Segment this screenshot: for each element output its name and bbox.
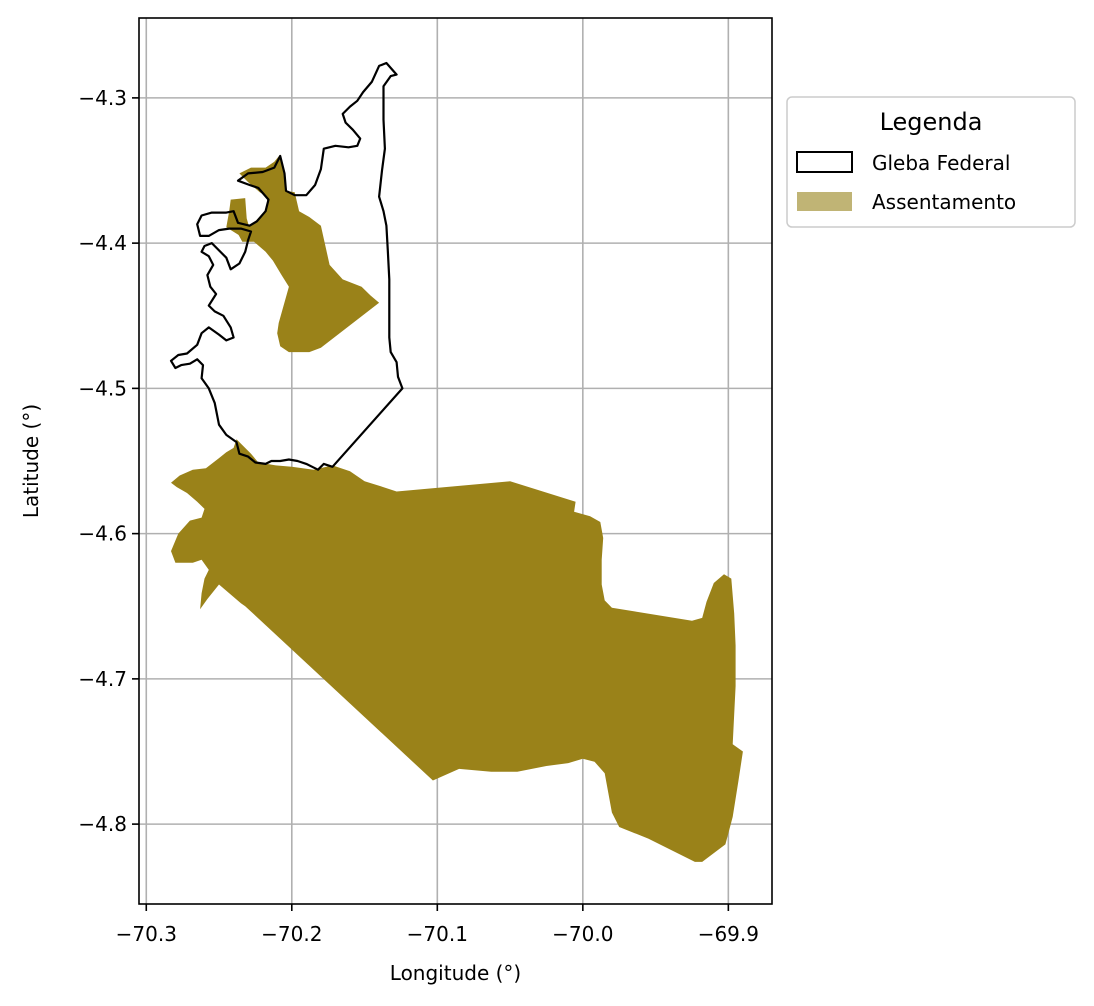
x-tick-label: −70.1 [407,922,468,946]
gleba-federal-polygon-1 [169,61,404,471]
axis-ticks: −70.3 −70.2 −70.1 −70.0 −69.9 −4.3 −4.4 −4.5 −4.… [78,86,759,946]
legend-title: Legenda [880,108,983,136]
legend: Legenda Gleba Federal Assentamento [786,96,1076,228]
legend-label-gleba-federal: Gleba Federal [872,151,1010,175]
y-tick-label: −4.3 [78,86,127,110]
plot-frame [138,17,773,905]
y-tick-label: −4.6 [78,522,127,546]
legend-swatch-assentamento [797,192,852,211]
assentamento-polygon-3 [171,439,743,862]
y-tick-label: −4.7 [78,667,127,691]
assentamento-polygon-2 [233,154,380,353]
y-tick-label: −4.8 [78,812,127,836]
y-tick-label: −4.4 [78,231,127,255]
legend-label-assentamento: Assentamento [872,190,1016,214]
y-tick-label: −4.5 [78,376,127,400]
x-tick-label: −69.9 [698,922,759,946]
x-tick-label: −70.0 [552,922,613,946]
legend-swatch-gleba-federal [796,151,853,173]
map-polygons [169,61,743,862]
x-tick-label: −70.2 [261,922,322,946]
legend-box [786,96,1076,228]
y-axis-label: Latitude (°) [19,404,43,518]
x-axis-label: Longitude (°) [390,961,521,985]
x-tick-label: −70.3 [116,922,177,946]
